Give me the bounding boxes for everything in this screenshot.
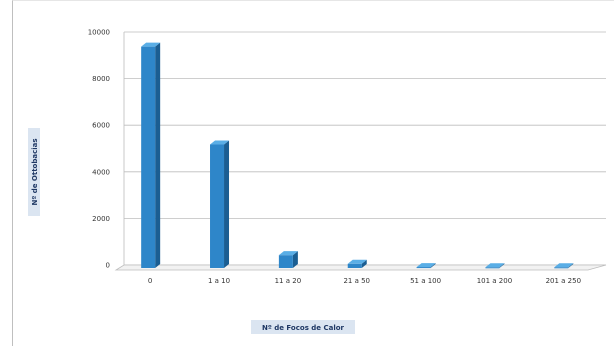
x-tick-labels: 0 1 a 10 11 a 20 21 a 50 51 a 100 101 a 200 20…: [148, 277, 581, 285]
bar-front: [210, 144, 225, 268]
bar-top: [347, 259, 367, 264]
bar: [485, 263, 505, 269]
bar-top: [278, 251, 298, 256]
y-tick-label: 4000: [92, 168, 110, 176]
y-tick-label: 8000: [92, 75, 110, 83]
bar-side: [292, 251, 298, 268]
x-tick-label: 201 a 250: [546, 277, 581, 285]
y-axis-label: Nº de Ottobacias: [31, 138, 39, 205]
bar: [554, 263, 574, 269]
bar: [278, 251, 298, 268]
bar-side: [224, 140, 230, 268]
bar-front: [416, 267, 431, 269]
bar-top: [141, 42, 161, 47]
bar-top: [416, 263, 436, 268]
y-tick-label: 2000: [92, 215, 110, 223]
x-tick-label: 101 a 200: [477, 277, 512, 285]
bar: [416, 263, 436, 269]
bar-side: [568, 263, 574, 268]
bar-top: [485, 263, 505, 268]
y-tick-label: 0: [106, 262, 110, 270]
x-tick-label: 21 a 50: [343, 277, 370, 285]
gridlines: [123, 31, 606, 266]
bar-side: [155, 42, 161, 269]
bar-side: [430, 263, 436, 268]
x-axis-title: Nº de Focos de Calor: [251, 320, 355, 334]
y-tick-label: 6000: [92, 122, 110, 130]
x-tick-label: 0: [148, 277, 152, 285]
chart-frame: [12, 0, 614, 346]
bar-front: [141, 46, 156, 269]
bar-front: [485, 267, 500, 269]
bar-side: [361, 259, 367, 268]
bar-front: [347, 263, 362, 268]
y-tick-label: 10000: [88, 29, 110, 37]
y-axis-title: Nº de Ottobacias: [28, 128, 40, 216]
bars: [141, 42, 574, 269]
bar: [141, 42, 161, 269]
bar-top: [554, 263, 574, 268]
bar: [210, 140, 230, 268]
x-tick-label: 1 a 10: [208, 277, 230, 285]
bar-top: [210, 140, 230, 145]
bar-front: [554, 267, 569, 269]
x-axis-label: Nº de Focos de Calor: [262, 324, 345, 332]
bar-side: [499, 263, 505, 268]
x-tick-label: 11 a 20: [275, 277, 302, 285]
y-tick-labels: 0 2000 4000 6000 8000 10000: [88, 29, 110, 270]
bar-front: [278, 255, 293, 268]
x-tick-label: 51 a 100: [410, 277, 441, 285]
bar: [347, 259, 367, 268]
